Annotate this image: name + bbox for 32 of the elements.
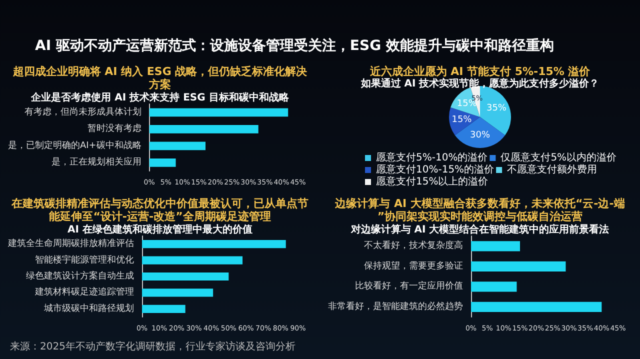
y-tick-label: 城市级碳中和路径规划 (43, 302, 134, 314)
chart-title: 近六成企业愿为 AI 节能支付 5%-15% 溢价 (368, 65, 592, 78)
data-label: 15% (456, 98, 478, 109)
chart-subtitle: AI 在绿色建筑和碳排放管理中最大的价值 (68, 224, 252, 236)
y-tick-label: 保持观望，需要更多验证 (364, 260, 463, 272)
chart-subtitle: 对边缘计算与 AI 大模型结合在智能建筑中的应用前景看法 (350, 224, 610, 236)
legend-label: 仅愿意支付5%以内的溢价 (500, 152, 617, 164)
y-tick-label: 建筑材料碳足迹追踪管理 (34, 286, 134, 298)
text: AI 驱动不动产运营新范式：设施设备管理受关注，ESG 效能提升与碳中和路径重构 (35, 37, 554, 54)
data-label: 15% (452, 114, 472, 125)
y-tick-label: 是，正在规划相关应用 (51, 156, 142, 168)
legend-label: 愿意支付15%以上的溢价 (376, 176, 488, 188)
y-tick-label: 建筑全生命周期碳排放精准评估 (7, 238, 134, 250)
chart-subtitle: 企业是否考虑使用 AI 技术来支持 ESG 目标和碳中和战略 (30, 92, 290, 104)
legend-label: 愿意支付5%-10%的溢价 (376, 152, 488, 164)
data-label: 35% (486, 104, 507, 114)
chart-title: 在建筑碳排精准评估与动态优化中价值最被认可，已从单点节能延伸至“设计-运营-改造”全周期碳足迹管理 (10, 197, 308, 223)
y-tick-label: 暂时没有考虑 (87, 123, 142, 134)
chart-subtitle: 如果通过 AI 技术实现节能，愿意为此支付多少溢价？ (360, 78, 600, 90)
chart-title: 边缘计算与 AI 大模型融合获多数看好，未来依托“云-边-端”协同架实现实时能效调控与低碳自治运营 (334, 197, 625, 223)
y-tick-label: 非常看好，是智能建筑的必然趋势 (328, 300, 463, 312)
y-tick-label: 比较看好，有一定应用价值 (355, 280, 463, 292)
data-label: 30% (470, 130, 490, 140)
y-tick-label: 是，已制定明确的AI+碳中和战略 (8, 140, 142, 151)
y-tick-label: 智能楼宇能源管理和优化 (35, 254, 134, 266)
y-tick-label: 绿色建筑设计方案自动生成 (26, 270, 134, 282)
chart-title: 超四成企业明确将 AI 纳入 ESG 战略，但仍缺乏标准化解决方案 (12, 65, 308, 91)
source-note: 来源：2025年不动产数字化调研数据，行业专家访谈及咨询分析 (10, 340, 296, 352)
y-tick-label: 不太看好，技术复杂度高 (364, 240, 463, 252)
legend-label: 不愿意支付额外费用 (507, 164, 598, 176)
legend-label: 愿意支付10%-15%的溢价 (376, 164, 494, 176)
y-tick-label: 有考虑，但尚未形成具体计划 (24, 106, 142, 118)
